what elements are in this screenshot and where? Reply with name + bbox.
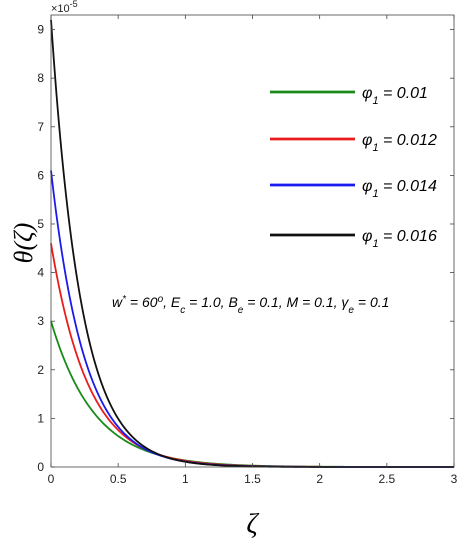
y-tick-label-6: 6: [37, 168, 44, 182]
legend-label-2: φ1 = 0.012: [362, 132, 437, 154]
y-tick-label-0: 0: [37, 460, 44, 474]
y-tick-label-7: 7: [37, 120, 44, 134]
x-tick-label-4: 2: [316, 472, 323, 486]
legend-label-3: φ1 = 0.014: [362, 178, 437, 200]
y-tick-label-4: 4: [37, 266, 44, 280]
parameter-annotation: w* = 60o, Ec = 1.0, Be = 0.1, M = 0.1, γ…: [112, 294, 389, 316]
y-tick-label-8: 8: [37, 71, 44, 85]
legend-label-1: φ1 = 0.01: [362, 85, 428, 107]
x-tick-label-0: 0: [48, 472, 55, 486]
legend-label-4: φ1 = 0.016: [362, 228, 437, 250]
y-tick-label-5: 5: [37, 217, 44, 231]
ticks-layer: 0 0.5 1 1.5 2 2.5 3 0 1 2 3 4 5 6 7 8 9: [37, 15, 458, 486]
y-axis-label: θ(ζ): [9, 223, 38, 264]
y-exponent-label: ×10-5: [51, 0, 78, 15]
x-tick-label-5: 2.5: [378, 472, 395, 486]
plot-area: [51, 15, 454, 467]
x-axis-label: ζ: [246, 509, 259, 540]
x-tick-label-3: 1.5: [244, 472, 261, 486]
y-tick-label-1: 1: [37, 411, 44, 425]
x-tick-label-6: 3: [451, 472, 458, 486]
x-tick-label-1: 0.5: [110, 472, 127, 486]
y-tick-label-9: 9: [37, 23, 44, 37]
legend: φ1 = 0.01 φ1 = 0.012 φ1 = 0.014 φ1 = 0.016: [270, 85, 437, 250]
y-tick-label-2: 2: [37, 363, 44, 377]
x-tick-label-2: 1: [182, 472, 189, 486]
y-tick-label-3: 3: [37, 314, 44, 328]
